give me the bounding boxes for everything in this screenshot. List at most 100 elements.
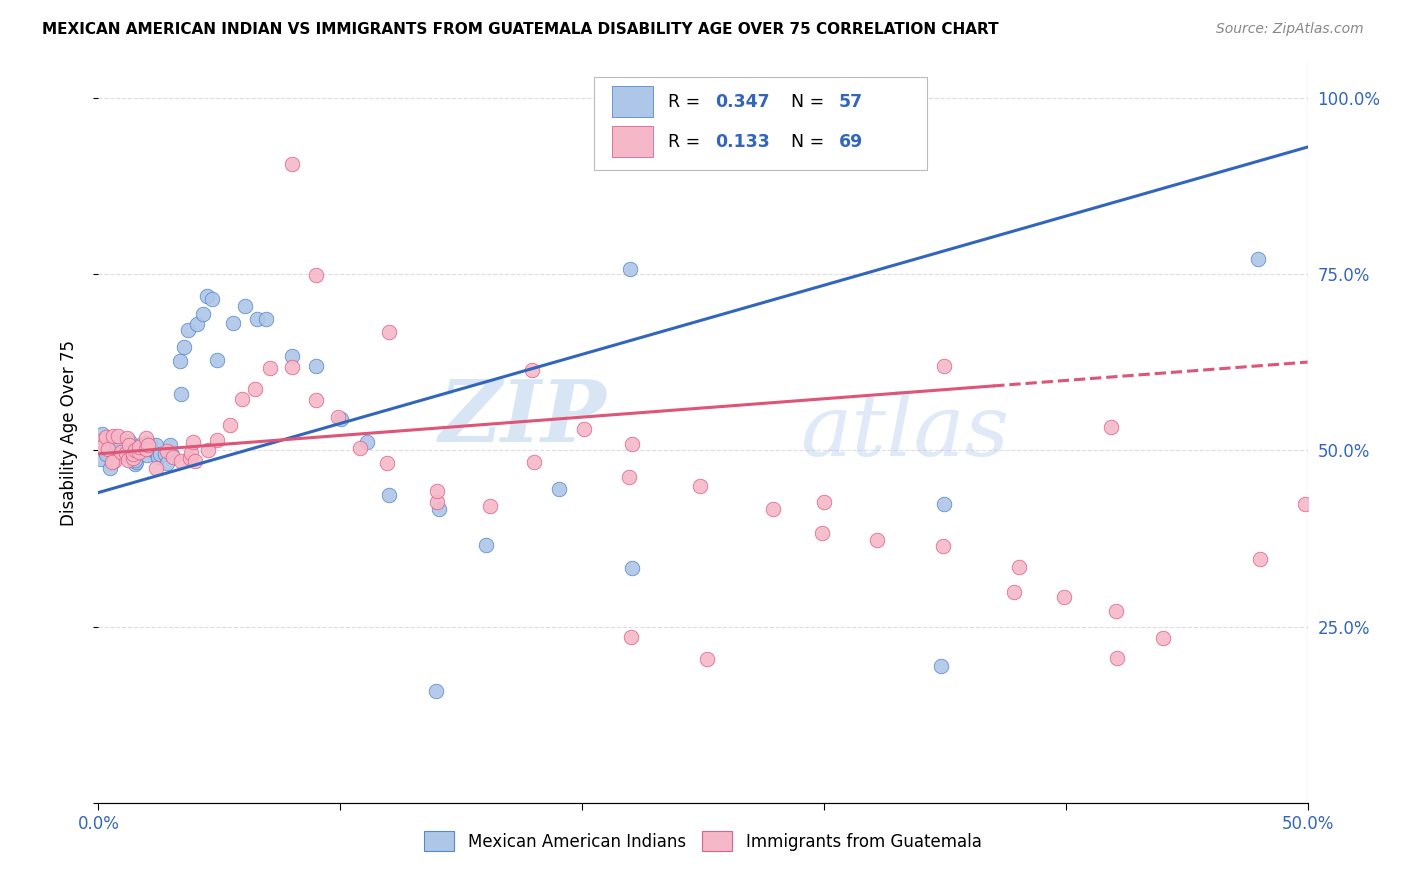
Point — [1294, 497, 1316, 511]
Point — [115, 448, 138, 462]
Text: Source: ZipAtlas.com: Source: ZipAtlas.com — [1216, 22, 1364, 37]
Point — [184, 454, 207, 468]
Point — [1099, 420, 1122, 434]
Point — [1249, 552, 1271, 566]
Point — [191, 307, 214, 321]
Point — [281, 359, 304, 374]
Point — [523, 455, 546, 469]
Point — [620, 436, 643, 450]
Point — [117, 452, 139, 467]
Point — [197, 442, 219, 457]
Point — [620, 561, 643, 575]
Point — [1107, 650, 1129, 665]
Point — [122, 450, 145, 465]
Point — [118, 438, 141, 452]
Point — [98, 461, 121, 475]
Bar — [613, 87, 654, 117]
Point — [207, 434, 229, 448]
Point — [103, 453, 125, 467]
Point — [101, 429, 124, 443]
Point — [356, 435, 378, 450]
Text: R =: R = — [668, 133, 706, 151]
Point — [180, 446, 202, 460]
Point — [932, 539, 955, 553]
Point — [762, 502, 785, 516]
Point — [145, 460, 167, 475]
Point — [135, 431, 157, 445]
Point — [186, 318, 208, 332]
Point — [122, 447, 145, 461]
Text: 0.347: 0.347 — [716, 93, 769, 111]
Point — [207, 352, 229, 367]
Point — [97, 442, 120, 456]
Point — [620, 630, 643, 644]
Point — [932, 359, 955, 374]
Point — [813, 495, 835, 509]
Point — [169, 353, 191, 368]
Point — [124, 457, 146, 471]
Point — [219, 417, 242, 432]
Point — [574, 422, 596, 436]
Point — [177, 323, 200, 337]
Point — [932, 497, 955, 511]
Y-axis label: Disability Age Over 75: Disability Age Over 75 — [59, 340, 77, 525]
Point — [1008, 560, 1031, 574]
Point — [478, 499, 501, 513]
Point — [305, 359, 328, 373]
Point — [181, 435, 204, 450]
Point — [160, 448, 183, 462]
Point — [1105, 604, 1128, 618]
Point — [329, 411, 352, 425]
Point — [124, 453, 146, 467]
Point — [162, 450, 184, 465]
Point — [90, 434, 112, 448]
Point — [173, 340, 195, 354]
Point — [520, 363, 543, 377]
Point — [222, 316, 245, 330]
Point — [179, 450, 201, 465]
Point — [149, 447, 172, 461]
Point — [929, 659, 952, 673]
Point — [98, 442, 121, 456]
Point — [128, 444, 150, 458]
Point — [1002, 585, 1025, 599]
Point — [135, 448, 157, 462]
Text: R =: R = — [668, 93, 706, 111]
Point — [101, 455, 124, 469]
Point — [118, 445, 141, 459]
Point — [110, 444, 132, 458]
Point — [169, 453, 191, 467]
Point — [245, 382, 267, 396]
Point — [259, 361, 281, 376]
Point — [136, 438, 159, 452]
Point — [427, 501, 450, 516]
Point — [281, 349, 304, 363]
Point — [90, 427, 112, 442]
Point — [135, 442, 157, 457]
Point — [195, 289, 218, 303]
Point — [305, 392, 328, 407]
Point — [1052, 591, 1074, 605]
Point — [156, 456, 179, 470]
Point — [170, 386, 193, 401]
Point — [377, 456, 399, 470]
Point — [118, 434, 141, 449]
Point — [104, 437, 127, 451]
Text: MEXICAN AMERICAN INDIAN VS IMMIGRANTS FROM GUATEMALA DISABILITY AGE OVER 75 CORR: MEXICAN AMERICAN INDIAN VS IMMIGRANTS FR… — [42, 22, 998, 37]
Point — [124, 443, 146, 458]
Point — [696, 651, 718, 665]
Point — [94, 447, 117, 461]
Text: 69: 69 — [838, 133, 863, 151]
Point — [159, 438, 181, 452]
Point — [378, 488, 401, 502]
Point — [474, 538, 496, 552]
Point — [426, 484, 449, 499]
Point — [110, 447, 132, 461]
Point — [201, 292, 224, 306]
Point — [1247, 252, 1270, 266]
Point — [108, 434, 131, 449]
Point — [305, 268, 328, 283]
Bar — [613, 126, 654, 157]
Text: 0.133: 0.133 — [716, 133, 770, 151]
Point — [96, 430, 118, 444]
